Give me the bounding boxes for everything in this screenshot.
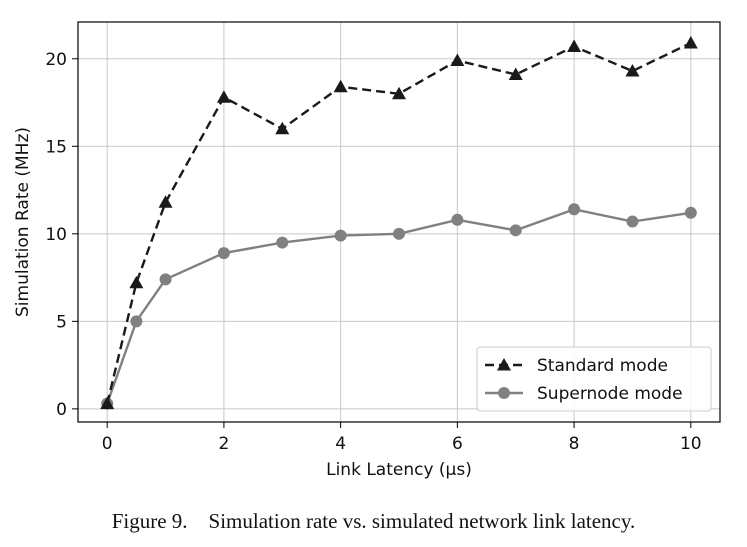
legend: Standard mode Supernode mode [476, 346, 712, 412]
data-point [217, 247, 230, 260]
data-point [684, 206, 697, 219]
data-point [450, 53, 465, 66]
legend-box [476, 346, 712, 412]
data-point [334, 229, 347, 242]
series-standard-mode [100, 36, 698, 410]
data-point [130, 315, 143, 328]
data-point [129, 275, 144, 289]
data-point [276, 236, 289, 249]
x-tick-label: 8 [569, 434, 580, 454]
data-point [159, 273, 172, 286]
legend-label: Standard mode [537, 356, 668, 376]
x-tick-label: 2 [218, 434, 229, 454]
series-line [106, 208, 691, 405]
y-tick-label: 15 [45, 137, 67, 157]
series [100, 36, 698, 410]
data-point [683, 36, 698, 49]
y-tick-label: 10 [45, 225, 67, 245]
legend-entry: Supernode mode [485, 384, 683, 404]
data-point [451, 213, 464, 226]
data-point [333, 79, 348, 93]
series-line [106, 41, 692, 404]
legend-marker [497, 358, 511, 371]
data-point [392, 86, 406, 100]
axis-ticks: 0 2 4 6 8 10 0 5 10 15 20 [45, 50, 701, 454]
data-point [509, 224, 522, 237]
data-point [393, 227, 405, 240]
legend-label: Supernode mode [537, 384, 683, 404]
data-point [568, 203, 581, 216]
data-point [275, 121, 290, 135]
y-tick-label: 5 [56, 312, 67, 332]
y-tick-label: 0 [56, 400, 67, 420]
y-tick-label: 20 [45, 50, 67, 70]
plot-frame [77, 21, 721, 423]
data-point [626, 215, 639, 228]
x-tick-label: 6 [452, 434, 463, 454]
legend-entry: Standard mode [485, 356, 668, 376]
data-point [508, 67, 523, 80]
y-axis-label: Simulation Rate (MHz) [13, 127, 33, 317]
data-point [158, 195, 173, 208]
x-tick-label: 4 [335, 434, 346, 454]
x-tick-label: 0 [102, 434, 113, 454]
line-chart: 0 2 4 6 8 10 0 5 10 15 20 Link Latency (μs) Simula… [13, 21, 721, 480]
legend-marker [498, 387, 510, 399]
data-point [100, 396, 115, 410]
figure-caption: Figure 9. Simulation rate vs. simulated … [111, 509, 636, 533]
data-point [625, 64, 640, 77]
x-tick-label: 10 [680, 434, 702, 454]
data-point [216, 90, 231, 103]
x-axis-label: Link Latency (μs) [326, 460, 472, 480]
data-point [567, 39, 582, 52]
